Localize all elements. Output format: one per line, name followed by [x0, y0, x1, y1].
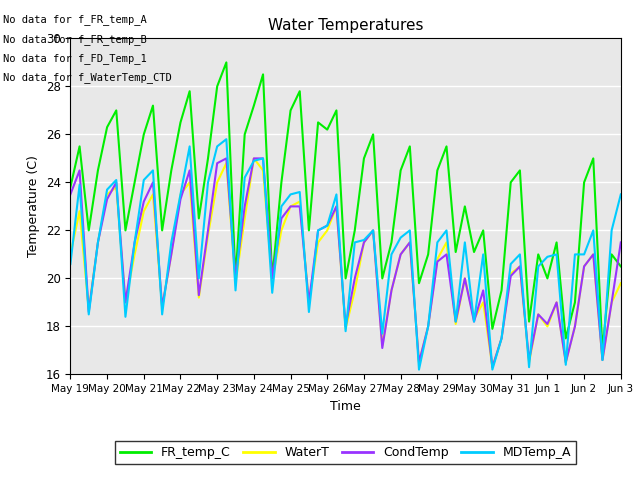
MDTemp_A — [223, 136, 230, 142]
CondTemp — [177, 196, 184, 202]
MDTemp_A — [415, 367, 423, 372]
MDTemp_A — [67, 261, 74, 267]
FR_temp_C — [268, 276, 276, 281]
Legend: FR_temp_C, WaterT, CondTemp, MDTemp_A: FR_temp_C, WaterT, CondTemp, MDTemp_A — [115, 441, 576, 464]
Line: MDTemp_A: MDTemp_A — [70, 139, 621, 370]
WaterT — [406, 240, 413, 245]
WaterT — [488, 364, 496, 370]
CondTemp — [268, 276, 276, 281]
Title: Water Temperatures: Water Temperatures — [268, 18, 423, 33]
WaterT — [369, 228, 377, 233]
Line: WaterT: WaterT — [70, 158, 621, 367]
MDTemp_A — [195, 276, 203, 281]
FR_temp_C — [67, 184, 74, 190]
MDTemp_A — [369, 228, 377, 233]
CondTemp — [369, 228, 377, 233]
CondTemp — [195, 292, 203, 298]
Line: CondTemp: CondTemp — [70, 158, 621, 367]
MDTemp_A — [562, 362, 570, 368]
FR_temp_C — [406, 144, 413, 149]
FR_temp_C — [177, 120, 184, 125]
WaterT — [617, 280, 625, 286]
FR_temp_C — [553, 240, 561, 245]
FR_temp_C — [617, 264, 625, 269]
FR_temp_C — [195, 216, 203, 221]
FR_temp_C — [223, 60, 230, 65]
Y-axis label: Temperature (C): Temperature (C) — [27, 156, 40, 257]
MDTemp_A — [406, 228, 413, 233]
WaterT — [177, 192, 184, 197]
FR_temp_C — [369, 132, 377, 137]
MDTemp_A — [268, 290, 276, 296]
WaterT — [250, 156, 258, 161]
CondTemp — [223, 156, 230, 161]
CondTemp — [562, 360, 570, 365]
WaterT — [562, 360, 570, 365]
WaterT — [195, 295, 203, 300]
Line: FR_temp_C: FR_temp_C — [70, 62, 621, 350]
Text: No data for f_WaterTemp_CTD: No data for f_WaterTemp_CTD — [3, 72, 172, 83]
X-axis label: Time: Time — [330, 400, 361, 413]
Text: No data for f_FR_temp_B: No data for f_FR_temp_B — [3, 34, 147, 45]
WaterT — [67, 252, 74, 257]
WaterT — [268, 278, 276, 284]
CondTemp — [67, 192, 74, 197]
MDTemp_A — [177, 192, 184, 197]
CondTemp — [406, 240, 413, 245]
Text: No data for f_FR_temp_A: No data for f_FR_temp_A — [3, 14, 147, 25]
Text: No data for f_FD_Temp_1: No data for f_FD_Temp_1 — [3, 53, 147, 64]
MDTemp_A — [617, 192, 625, 197]
CondTemp — [488, 364, 496, 370]
FR_temp_C — [598, 348, 606, 353]
CondTemp — [617, 240, 625, 245]
